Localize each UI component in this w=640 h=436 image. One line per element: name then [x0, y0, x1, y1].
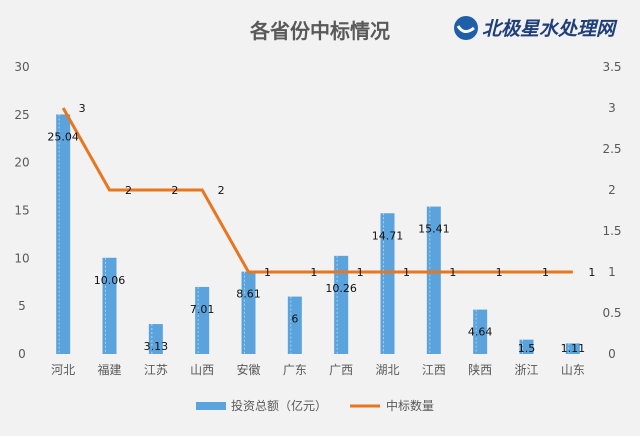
bar	[148, 324, 163, 354]
bar	[195, 286, 210, 354]
line-data-label: 1	[449, 266, 456, 279]
x-tick-label: 福建	[97, 362, 121, 377]
x-tick-label: 安徽	[236, 362, 260, 377]
y-left-tick: 5	[18, 299, 26, 313]
x-tick-label: 江苏	[144, 363, 168, 377]
line-data-label: 1	[310, 266, 317, 279]
bar-data-label: 1.11	[561, 342, 586, 355]
x-tick-label: 陕西	[468, 362, 492, 377]
x-tick-label: 江西	[422, 363, 446, 377]
x-tick-label: 山西	[190, 363, 214, 377]
logo: 北极星水处理网	[454, 16, 618, 40]
legend-line-label: 中标数量	[386, 398, 434, 413]
y-right-tick: 0	[608, 347, 616, 361]
logo-text: 北极星水处理网	[482, 18, 618, 40]
y-right-tick: 2.5	[602, 142, 621, 156]
line-data-label: 2	[218, 184, 225, 197]
x-tick-label: 广东	[283, 363, 307, 377]
bar-data-label: 14.71	[372, 229, 404, 242]
line-data-label: 1	[264, 266, 271, 279]
y-left-tick: 0	[18, 347, 26, 361]
line-data-label: 3	[79, 102, 86, 115]
line-data-label: 1	[496, 266, 503, 279]
x-tick-label: 山东	[561, 363, 585, 377]
legend-bar-swatch	[196, 402, 226, 410]
chart-title: 各省份中标情况	[249, 19, 390, 43]
logo-icon	[454, 16, 478, 40]
line-data-label: 2	[171, 184, 178, 197]
x-tick-label: 浙江	[514, 363, 538, 377]
y-right-tick: 3	[608, 101, 616, 115]
x-tick-label: 湖北	[375, 362, 399, 377]
line-series	[61, 107, 573, 274]
bar-data-label: 1.5	[518, 342, 536, 355]
y-left-tick: 25	[14, 108, 29, 122]
line-data-label: 1	[357, 266, 364, 279]
bar	[565, 343, 580, 354]
bar-data-label: 3.13	[144, 340, 169, 353]
bar	[287, 296, 302, 354]
bar	[102, 257, 117, 354]
y-right-tick: 3.5	[602, 60, 621, 74]
y-left-tick: 30	[14, 60, 29, 74]
y-right-tick: 1.5	[602, 224, 621, 238]
bar-data-label: 25.04	[47, 130, 79, 143]
x-tick-label: 河北	[51, 363, 75, 377]
line-data-label: 1	[588, 266, 595, 279]
bar	[56, 114, 71, 354]
bar-data-label: 8.61	[236, 288, 261, 301]
bar-data-label: 6	[291, 313, 298, 326]
y-left-tick: 15	[14, 204, 29, 218]
bar-data-label: 15.41	[418, 223, 450, 236]
y-right-tick: 0.5	[602, 306, 621, 320]
bar	[241, 271, 256, 354]
bar-data-label: 4.64	[468, 326, 493, 339]
x-tick-label: 广西	[329, 363, 353, 377]
bar-data-label: 10.26	[325, 282, 357, 295]
y-right-tick: 2	[608, 183, 616, 197]
y-left-tick: 20	[14, 156, 29, 170]
legend: 投资总额（亿元） 中标数量	[196, 398, 434, 413]
line-data-label: 2	[125, 184, 132, 197]
y-left-tick: 10	[14, 251, 29, 265]
legend-bar-label: 投资总额（亿元）	[231, 398, 327, 413]
line-data-label: 1	[542, 266, 549, 279]
bar-data-label: 10.06	[94, 274, 126, 287]
y-right-tick: 1	[608, 265, 616, 279]
bar	[519, 339, 534, 354]
bar-data-label: 7.01	[190, 303, 215, 316]
line-data-label: 1	[403, 266, 410, 279]
